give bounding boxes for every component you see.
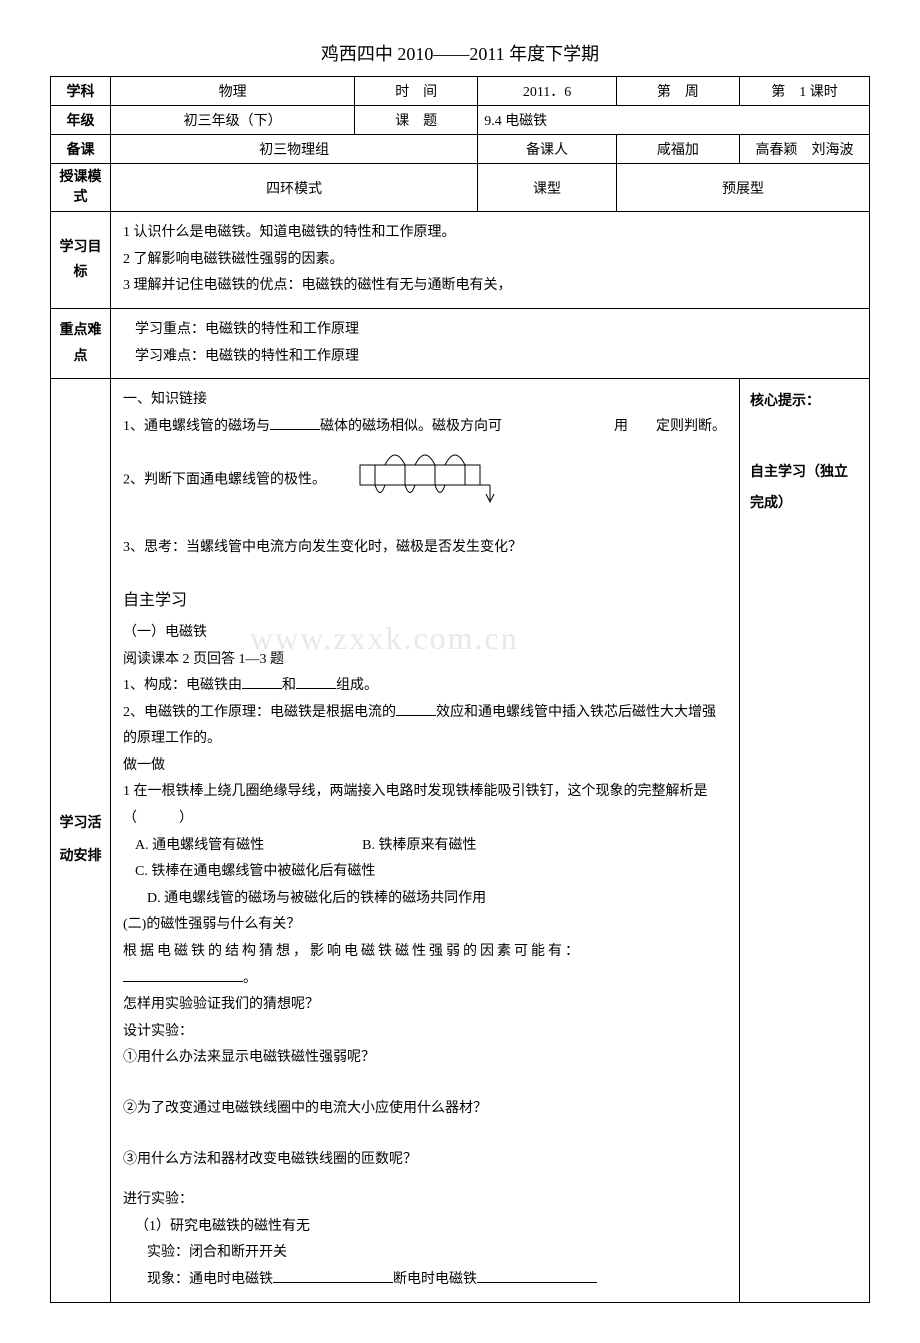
s3-q-a: 根据电磁铁的结构猜想，影响电磁铁磁性强弱的因素可能有： [123, 944, 582, 959]
grade-label: 年级 [51, 106, 111, 135]
table-row: 学习活动安排 一、知识链接 1、通电螺线管的磁场与 磁体的磁场相似。磁极方向可 用… [51, 379, 870, 1302]
s3-d1: ①用什么办法来显示电磁铁磁性强弱呢？ [123, 1045, 727, 1072]
goals-label: 学习目标 [51, 212, 111, 309]
s3-e1b: 现象：通电时电磁铁 断电时电磁铁 [123, 1267, 727, 1294]
type-label: 课型 [478, 164, 617, 212]
activity-content: 一、知识链接 1、通电螺线管的磁场与磁体的磁场相似。磁极方向可 用 定则判断。 … [111, 379, 740, 1302]
mode-value: 四环模式 [111, 164, 478, 212]
goal-2: 2 了解影响电磁铁磁性强弱的因素。 [123, 247, 857, 274]
s3-q: 根据电磁铁的结构猜想，影响电磁铁磁性强弱的因素可能有： [123, 939, 727, 966]
s2-do-q: 1 在一根铁棒上绕几圈绝缘导线，两端接入电路时发现铁棒能吸引铁钉，这个现象的完整… [123, 779, 727, 832]
blank [273, 1269, 393, 1283]
table-row: 重点难点 学习重点：电磁铁的特性和工作原理 学习难点：电磁铁的特性和工作原理 [51, 308, 870, 378]
s3-head: (二)的磁性强弱与什么有关？ [123, 912, 727, 939]
topic-value: 9.4 电磁铁 [478, 106, 870, 135]
s2-do-c: C. 铁棒在通电螺线管中被磁化后有磁性 [123, 859, 727, 886]
table-row: 学习目标 1 认识什么是电磁铁。知道电磁铁的特性和工作原理。 2 了解影响电磁铁… [51, 212, 870, 309]
s2-item1: 1、构成：电磁铁由 和 组成。 [123, 673, 727, 700]
s3-d3: ③用什么方法和器材改变电磁铁线圈的匝数呢？ [123, 1147, 727, 1174]
s2-1-c: 组成。 [336, 678, 378, 693]
preparer-label: 备课人 [478, 135, 617, 164]
table-row: 授课模式 四环模式 课型 预展型 [51, 164, 870, 212]
section2-head: 自主学习 [123, 586, 727, 616]
lesson-table: 学科 物理 时 间 2011．6 第 周 第 1 课时 年级 初三年级（下） 课… [50, 76, 870, 1303]
time-value: 2011．6 [478, 77, 617, 106]
s1-item2-wrap: 2、判断下面通电螺线管的极性。 [123, 440, 727, 521]
topic-label: 课 题 [355, 106, 478, 135]
side-hint: 核心提示： 自主学习（独立完成） [740, 379, 870, 1302]
s2-do-a: A. 通电螺线管有磁性 B. 铁棒原来有磁性 [123, 833, 727, 860]
s2-read: 阅读课本 2 页回答 1—3 题 [123, 647, 727, 674]
s2-do-d: D. 通电螺线管的磁场与被磁化后的铁棒的磁场共同作用 [123, 886, 727, 913]
side-body: 自主学习（独立完成） [750, 458, 859, 520]
section1-head: 一、知识链接 [123, 387, 727, 414]
blank [270, 416, 320, 430]
goal-1: 1 认识什么是电磁铁。知道电磁铁的特性和工作原理。 [123, 220, 857, 247]
blank [477, 1269, 597, 1283]
s3-q-b: 。 [243, 971, 257, 986]
page-title: 鸡西四中 2010——2011 年度下学期 [50, 40, 870, 66]
s3-exp: 进行实验： [123, 1187, 727, 1214]
table-row: 备课 初三物理组 备课人 咸福加 高春颖 刘海波 [51, 135, 870, 164]
grade-value: 初三年级（下） [111, 106, 355, 135]
solenoid-diagram [350, 440, 510, 521]
s3-d2: ②为了改变通过电磁铁线圈中的电流大小应使用什么器材？ [123, 1096, 727, 1123]
period-value: 第 1 课时 [739, 77, 869, 106]
side-title: 核心提示： [750, 387, 859, 418]
s3-e1: （1）研究电磁铁的磁性有无 [123, 1214, 727, 1241]
table-row: 学科 物理 时 间 2011．6 第 周 第 1 课时 [51, 77, 870, 106]
preparer-value-1: 咸福加 [616, 135, 739, 164]
subject-value: 物理 [111, 77, 355, 106]
preparer-value-2: 高春颖 刘海波 [739, 135, 869, 164]
keypoint-2: 学习难点：电磁铁的特性和工作原理 [123, 344, 857, 371]
s1-1-a: 1、通电螺线管的磁场与 [123, 419, 270, 434]
s3-q-blank: 。 [123, 966, 727, 993]
activity-label: 学习活动安排 [51, 379, 111, 1302]
subject-label: 学科 [51, 77, 111, 106]
goal-3: 3 理解并记住电磁铁的优点：电磁铁的磁性有无与通断电有关， [123, 273, 857, 300]
s2-item2: 2、电磁铁的工作原理：电磁铁是根据电流的效应和通电螺线管中插入铁芯后磁性大大增强… [123, 700, 727, 753]
s3-e1b-a: 现象：通电时电磁铁 [147, 1272, 273, 1287]
s3-how: 怎样用实验验证我们的猜想呢？ [123, 992, 727, 1019]
keypoints-content: 学习重点：电磁铁的特性和工作原理 学习难点：电磁铁的特性和工作原理 [111, 308, 870, 378]
s1-item2: 2、判断下面通电螺线管的极性。 [123, 473, 326, 488]
blank [242, 675, 282, 689]
type-value: 预展型 [616, 164, 869, 212]
s2-sub: （一）电磁铁 [123, 620, 727, 647]
goals-content: 1 认识什么是电磁铁。知道电磁铁的特性和工作原理。 2 了解影响电磁铁磁性强弱的… [111, 212, 870, 309]
s1-1-b: 磁体的磁场相似。磁极方向可 用 定则判断。 [320, 419, 726, 434]
s3-design: 设计实验： [123, 1019, 727, 1046]
prep-value: 初三物理组 [111, 135, 478, 164]
s2-1-a: 1、构成：电磁铁由 [123, 678, 242, 693]
prep-label: 备课 [51, 135, 111, 164]
s2-1-b: 和 [282, 678, 296, 693]
table-row: 年级 初三年级（下） 课 题 9.4 电磁铁 [51, 106, 870, 135]
s2-do: 做一做 [123, 753, 727, 780]
s1-item3: 3、思考：当螺线管中电流方向发生变化时，磁极是否发生变化？ [123, 535, 727, 562]
keypoints-label: 重点难点 [51, 308, 111, 378]
spacer [750, 418, 859, 458]
blank [123, 968, 243, 982]
s1-item1: 1、通电螺线管的磁场与 磁体的磁场相似。磁极方向可 用 定则判断。 [123, 414, 727, 441]
s3-e1a: 实验：闭合和断开开关 [123, 1240, 727, 1267]
s3-e1b-b: 断电时电磁铁 [393, 1272, 477, 1287]
time-label: 时 间 [355, 77, 478, 106]
week-label: 第 周 [616, 77, 739, 106]
keypoint-1: 学习重点：电磁铁的特性和工作原理 [123, 317, 857, 344]
mode-label: 授课模式 [51, 164, 111, 212]
blank [296, 675, 336, 689]
s2-2-a: 2、电磁铁的工作原理：电磁铁是根据电流的 [123, 705, 396, 720]
blank [396, 702, 436, 716]
